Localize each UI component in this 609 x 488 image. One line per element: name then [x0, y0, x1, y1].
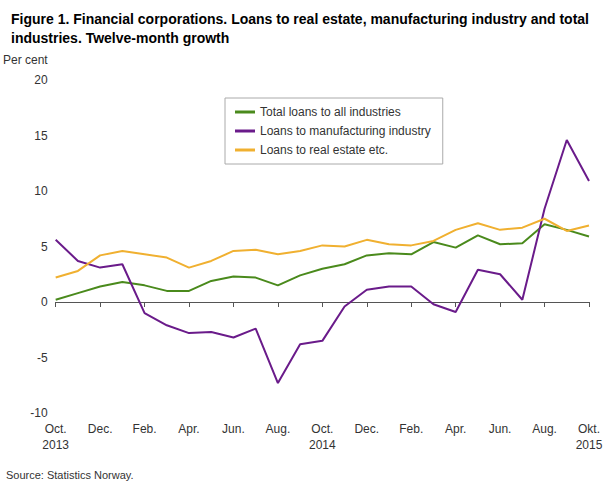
svg-text:Aug.: Aug. — [266, 422, 291, 436]
svg-text:Jun.: Jun. — [489, 422, 512, 436]
svg-text:Okt.: Okt. — [578, 422, 600, 436]
svg-text:Apr.: Apr. — [445, 422, 466, 436]
svg-text:10: 10 — [34, 184, 48, 198]
svg-text:Loans to manufacturing industr: Loans to manufacturing industry — [260, 124, 431, 138]
svg-text:Aug.: Aug. — [532, 422, 557, 436]
svg-text:Per cent: Per cent — [3, 53, 48, 67]
svg-text:Dec.: Dec. — [354, 422, 379, 436]
svg-text:Apr.: Apr. — [178, 422, 199, 436]
svg-text:20: 20 — [34, 73, 48, 87]
svg-text:15: 15 — [34, 129, 48, 143]
svg-text:0: 0 — [41, 295, 48, 309]
svg-text:Feb.: Feb. — [133, 422, 157, 436]
svg-text:2014: 2014 — [309, 438, 336, 452]
svg-text:-10: -10 — [30, 406, 48, 420]
svg-text:Loans to real estate etc.: Loans to real estate etc. — [260, 143, 388, 157]
svg-text:Total loans to all industries: Total loans to all industries — [260, 105, 401, 119]
svg-text:2015: 2015 — [576, 438, 603, 452]
svg-text:Source: Statistics Norway.: Source: Statistics Norway. — [6, 469, 134, 481]
svg-text:Figure 1. Financial corporatio: Figure 1. Financial corporations. Loans … — [11, 11, 593, 27]
svg-text:Jun.: Jun. — [222, 422, 245, 436]
svg-text:Feb.: Feb. — [399, 422, 423, 436]
svg-text:Dec.: Dec. — [88, 422, 113, 436]
svg-text:Oct.: Oct. — [45, 422, 67, 436]
svg-text:5: 5 — [41, 240, 48, 254]
svg-text:2013: 2013 — [42, 438, 69, 452]
svg-text:-5: -5 — [37, 351, 48, 365]
svg-text:Oct.: Oct. — [311, 422, 333, 436]
svg-text:industries. Twelve-month growt: industries. Twelve-month growth — [11, 30, 229, 46]
